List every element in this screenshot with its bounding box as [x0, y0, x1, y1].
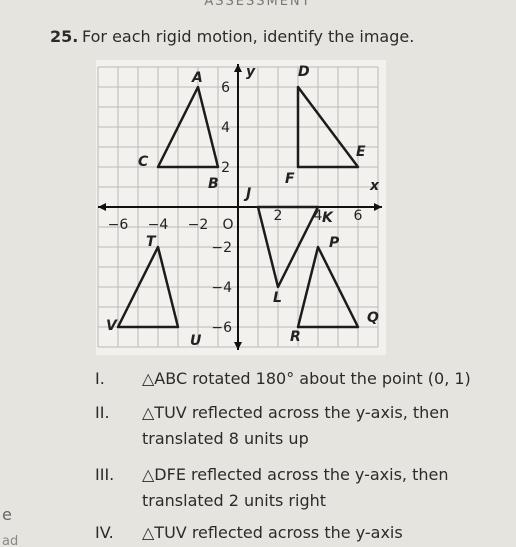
point-label: F: [285, 171, 295, 187]
point-label: P: [329, 235, 340, 251]
y-tick-label: 4: [221, 120, 230, 136]
option-numeral: I.: [95, 369, 105, 388]
point-label: J: [243, 186, 251, 202]
margin-fragment: e: [2, 505, 12, 524]
point-label: L: [273, 290, 282, 306]
point-label: E: [356, 144, 366, 160]
option-text: △TUV reflected across the y-axis, then: [142, 403, 449, 422]
x-tick-label: 6: [354, 208, 363, 224]
arrow: [234, 342, 242, 350]
x-tick-label: 4: [314, 208, 323, 224]
coordinate-graph: x y −6 −4 −2 O 2 4 6 6 4 2 −2 −4 −6 A B …: [96, 60, 386, 355]
triangle-def: [296, 85, 360, 169]
y-tick-label: 2: [221, 160, 230, 176]
option-text: △ABC rotated 180° about the point (0, 1): [142, 369, 471, 388]
point-label: V: [106, 318, 118, 334]
axis-label: y: [246, 64, 256, 80]
point-label: R: [290, 329, 301, 345]
option-text: △TUV reflected across the y-axis: [142, 523, 403, 542]
triangle-pqr: [296, 245, 360, 329]
option-numeral: III.: [95, 465, 114, 484]
header-title: ASSESSMENT: [204, 0, 311, 9]
option-text: △DFE reflected across the y-axis, then: [142, 465, 448, 484]
option-numeral: IV.: [95, 523, 114, 542]
arrow: [234, 64, 242, 72]
y-tick-label: −2: [211, 240, 232, 256]
arrow: [98, 203, 106, 211]
origin-label: O: [222, 217, 233, 233]
option-text: translated 2 units right: [142, 491, 326, 510]
point-label: D: [298, 64, 310, 80]
point-label: C: [138, 154, 149, 170]
problem-number: 25.: [50, 27, 78, 46]
point-label: A: [191, 70, 203, 86]
x-tick-label: −4: [148, 217, 169, 233]
triangle-tuv: [116, 245, 180, 329]
point-label: T: [146, 234, 157, 250]
x-tick-label: −6: [108, 217, 129, 233]
margin-fragment: ad: [2, 534, 18, 547]
point-label: Q: [367, 310, 379, 326]
arrow: [374, 203, 382, 211]
problem-prompt: For each rigid motion, identify the imag…: [82, 27, 414, 46]
option-numeral: II.: [95, 403, 110, 422]
y-tick-label: 6: [221, 80, 230, 96]
y-tick-label: −6: [211, 320, 232, 336]
y-tick-label: −4: [211, 280, 232, 296]
option-text: translated 8 units up: [142, 429, 309, 448]
x-tick-label: 2: [274, 208, 283, 224]
point-label: B: [208, 176, 219, 192]
triangle-abc: [156, 85, 220, 169]
x-tick-label: −2: [188, 217, 209, 233]
triangle-jkl: [256, 205, 320, 289]
axis-label: x: [369, 178, 380, 194]
point-label: K: [322, 210, 334, 226]
point-label: U: [190, 333, 202, 349]
